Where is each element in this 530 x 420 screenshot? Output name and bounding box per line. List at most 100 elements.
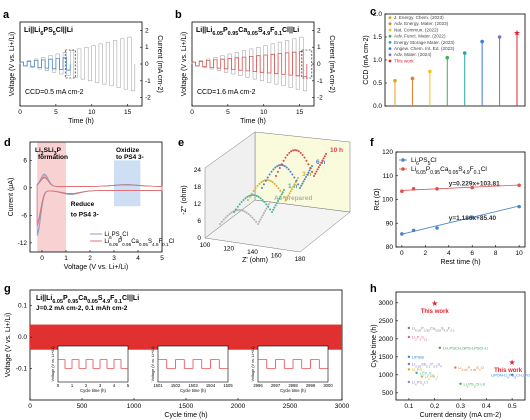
fit-line bbox=[401, 205, 520, 235]
inset-voltage-profile bbox=[258, 359, 328, 369]
legend-marker bbox=[388, 28, 392, 32]
y-axis-label: Rct (Ω) bbox=[374, 188, 381, 210]
x-tick-label: 100 bbox=[200, 242, 211, 249]
x-tick-label: 10 bbox=[516, 250, 524, 257]
comparison-point bbox=[454, 366, 457, 369]
ccd-marker bbox=[462, 51, 467, 55]
comparison-label: Li6PS5Cl bbox=[412, 380, 428, 387]
eis-point bbox=[273, 182, 276, 185]
legend-marker bbox=[388, 53, 392, 57]
panel-label: f bbox=[370, 137, 374, 149]
eis-point bbox=[271, 211, 273, 213]
eis-point bbox=[295, 179, 298, 182]
eis-point bbox=[283, 189, 285, 191]
eis-point bbox=[263, 201, 266, 204]
eis-point bbox=[287, 194, 290, 197]
eis-point bbox=[300, 184, 303, 187]
y2-axis-label: Current (mA cm-2) bbox=[156, 35, 163, 93]
x-axis-label: Voltage (V vs. Li+/Li) bbox=[64, 264, 128, 271]
y-tick-label: 1500 bbox=[379, 354, 394, 361]
eis-point bbox=[220, 220, 223, 223]
y-tick-label: -0.1 bbox=[16, 366, 28, 373]
eis-point bbox=[283, 195, 286, 198]
x-tick-label: 500 bbox=[77, 403, 88, 410]
inset-x-tick-label: 2997 bbox=[271, 383, 281, 388]
eis-point bbox=[266, 176, 269, 179]
y-tick-label: 0 bbox=[23, 185, 27, 192]
data-point bbox=[470, 185, 475, 190]
inset-y-axis-label: Voltage (V vs. Li+/Li) bbox=[251, 346, 255, 382]
comparison-point bbox=[438, 346, 442, 349]
fit-equation: y=0.229x+103.81 bbox=[449, 180, 500, 187]
eis-point bbox=[251, 216, 254, 219]
comparison-star: ★ bbox=[431, 299, 438, 308]
eis-point bbox=[308, 169, 311, 172]
eis-point bbox=[253, 218, 256, 221]
x-tick-label: 0 bbox=[28, 403, 32, 410]
y-tick-label: -12 bbox=[18, 240, 28, 247]
data-point bbox=[435, 226, 439, 230]
eis-point bbox=[219, 223, 221, 225]
legend-entry: Li6.05P0.95Ca0.05S4.9F0.1Cl bbox=[104, 239, 174, 247]
eis-point bbox=[260, 181, 263, 184]
inset-x-tick-label: 3 bbox=[99, 383, 102, 388]
eis-point bbox=[299, 151, 302, 154]
eis-point bbox=[301, 182, 304, 185]
comparison-point bbox=[510, 373, 514, 376]
comparison-point bbox=[407, 368, 411, 371]
eis-point bbox=[277, 187, 280, 190]
comparison-point bbox=[415, 371, 418, 375]
eis-point bbox=[255, 220, 258, 223]
reduction-region bbox=[37, 142, 66, 252]
chart-title: Li||Li6PS5Cl||Li bbox=[24, 27, 73, 37]
x-axis-label: Time (h) bbox=[68, 118, 94, 125]
x-axis-label: Cycle time (h) bbox=[164, 412, 207, 419]
eis-point bbox=[301, 153, 304, 156]
eis-point bbox=[268, 173, 271, 176]
panel-label: d bbox=[4, 137, 11, 149]
x-tick-label: 8 bbox=[494, 250, 498, 257]
comparison-star: ★ bbox=[509, 358, 516, 367]
eis-point bbox=[230, 211, 233, 214]
eis-point bbox=[302, 180, 305, 183]
eis-point bbox=[263, 212, 265, 214]
inset-x-tick-label: 3000 bbox=[323, 383, 333, 388]
failure-highlight-box bbox=[64, 49, 76, 79]
eis-point bbox=[281, 191, 284, 194]
y-axis-label: Cycle time (h) bbox=[371, 324, 378, 367]
y-tick-label: -6 bbox=[21, 212, 27, 219]
panel-f: f 0 2 4 6 8 10 80 90 100 110 120 Rest time (h) Rct (Ω… bbox=[370, 137, 526, 266]
comparison-point bbox=[459, 382, 462, 385]
inset-x-axis-label: Cycle time (h) bbox=[280, 388, 306, 393]
y-tick-label: 90 bbox=[386, 220, 394, 227]
panel-label: g bbox=[4, 283, 11, 295]
voltage-profile bbox=[191, 51, 308, 77]
eis-point bbox=[275, 184, 278, 187]
x-tick-label: 15 bbox=[296, 109, 304, 116]
eis-point bbox=[261, 198, 264, 201]
eis-point bbox=[277, 200, 279, 202]
eis-point bbox=[288, 151, 291, 154]
x-tick-label: 0.3 bbox=[456, 403, 465, 410]
y-axis-label: Current (μA) bbox=[8, 178, 15, 217]
comparison-point bbox=[407, 326, 411, 330]
eis-point bbox=[325, 153, 327, 155]
x-tick-label: 5 bbox=[160, 255, 164, 262]
y-tick-label: 2000 bbox=[379, 336, 394, 343]
x-tick-label: 1000 bbox=[127, 403, 142, 410]
legend-entry: Adv. Energy. Mater. (2023) bbox=[394, 21, 449, 26]
y-tick-label: 500 bbox=[382, 390, 393, 397]
eis-point bbox=[274, 166, 277, 169]
eis-point bbox=[279, 195, 282, 198]
eis-point bbox=[278, 166, 281, 169]
eis-point bbox=[293, 176, 296, 179]
eis-point bbox=[276, 170, 279, 173]
x-tick-label: 0 bbox=[40, 255, 44, 262]
eis-point bbox=[289, 170, 292, 173]
panel-h: h 0.1 0.2 0.3 0.4 0.5 500 1000 1500 2000 2500 3000 C… bbox=[370, 283, 530, 419]
plot-frame bbox=[29, 141, 163, 253]
eis-point bbox=[313, 175, 315, 177]
eis-point bbox=[250, 192, 253, 195]
panel-g: g 0 500 1000 1500 2000 2500 3000 -0.1 0.0 0.1 Cycle… bbox=[4, 283, 350, 419]
x-axis-label: Time (h) bbox=[240, 118, 266, 125]
